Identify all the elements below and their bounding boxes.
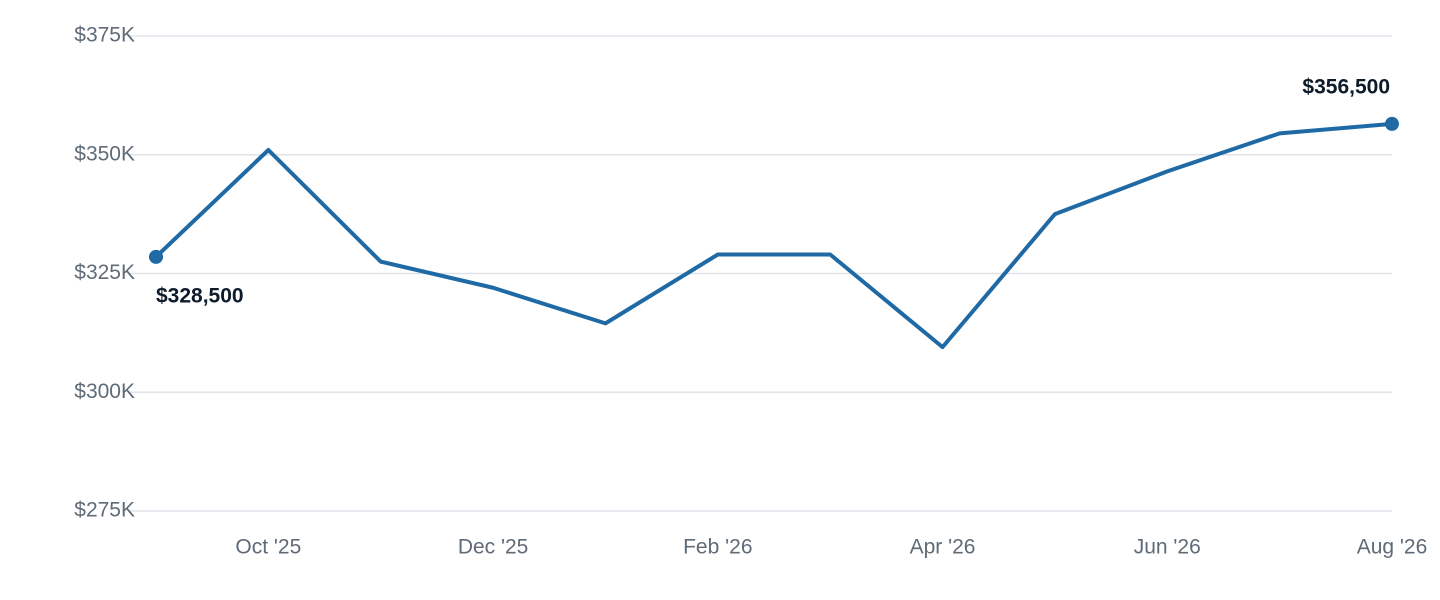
value-label: $328,500 bbox=[156, 284, 244, 307]
line bbox=[154, 121, 1394, 350]
x-tick-label: Aug '26 bbox=[1357, 536, 1428, 559]
x-tick-label: Dec '25 bbox=[458, 536, 529, 559]
x-tick-label: Oct '25 bbox=[235, 536, 301, 559]
x-tick-label: Jun '26 bbox=[1134, 536, 1201, 559]
x-tick-label: Feb '26 bbox=[683, 536, 752, 559]
value-label: $356,500 bbox=[1302, 75, 1390, 98]
x-tick-label: Apr '26 bbox=[910, 536, 976, 559]
y-tick-label: $300K bbox=[74, 380, 135, 403]
point bbox=[1385, 116, 1399, 131]
y-tick-label: $325K bbox=[74, 261, 135, 284]
y-tick-label: $275K bbox=[74, 499, 135, 522]
y-tick-label: $350K bbox=[74, 142, 135, 165]
y-tick-label: $375K bbox=[74, 24, 135, 47]
point bbox=[149, 249, 163, 264]
